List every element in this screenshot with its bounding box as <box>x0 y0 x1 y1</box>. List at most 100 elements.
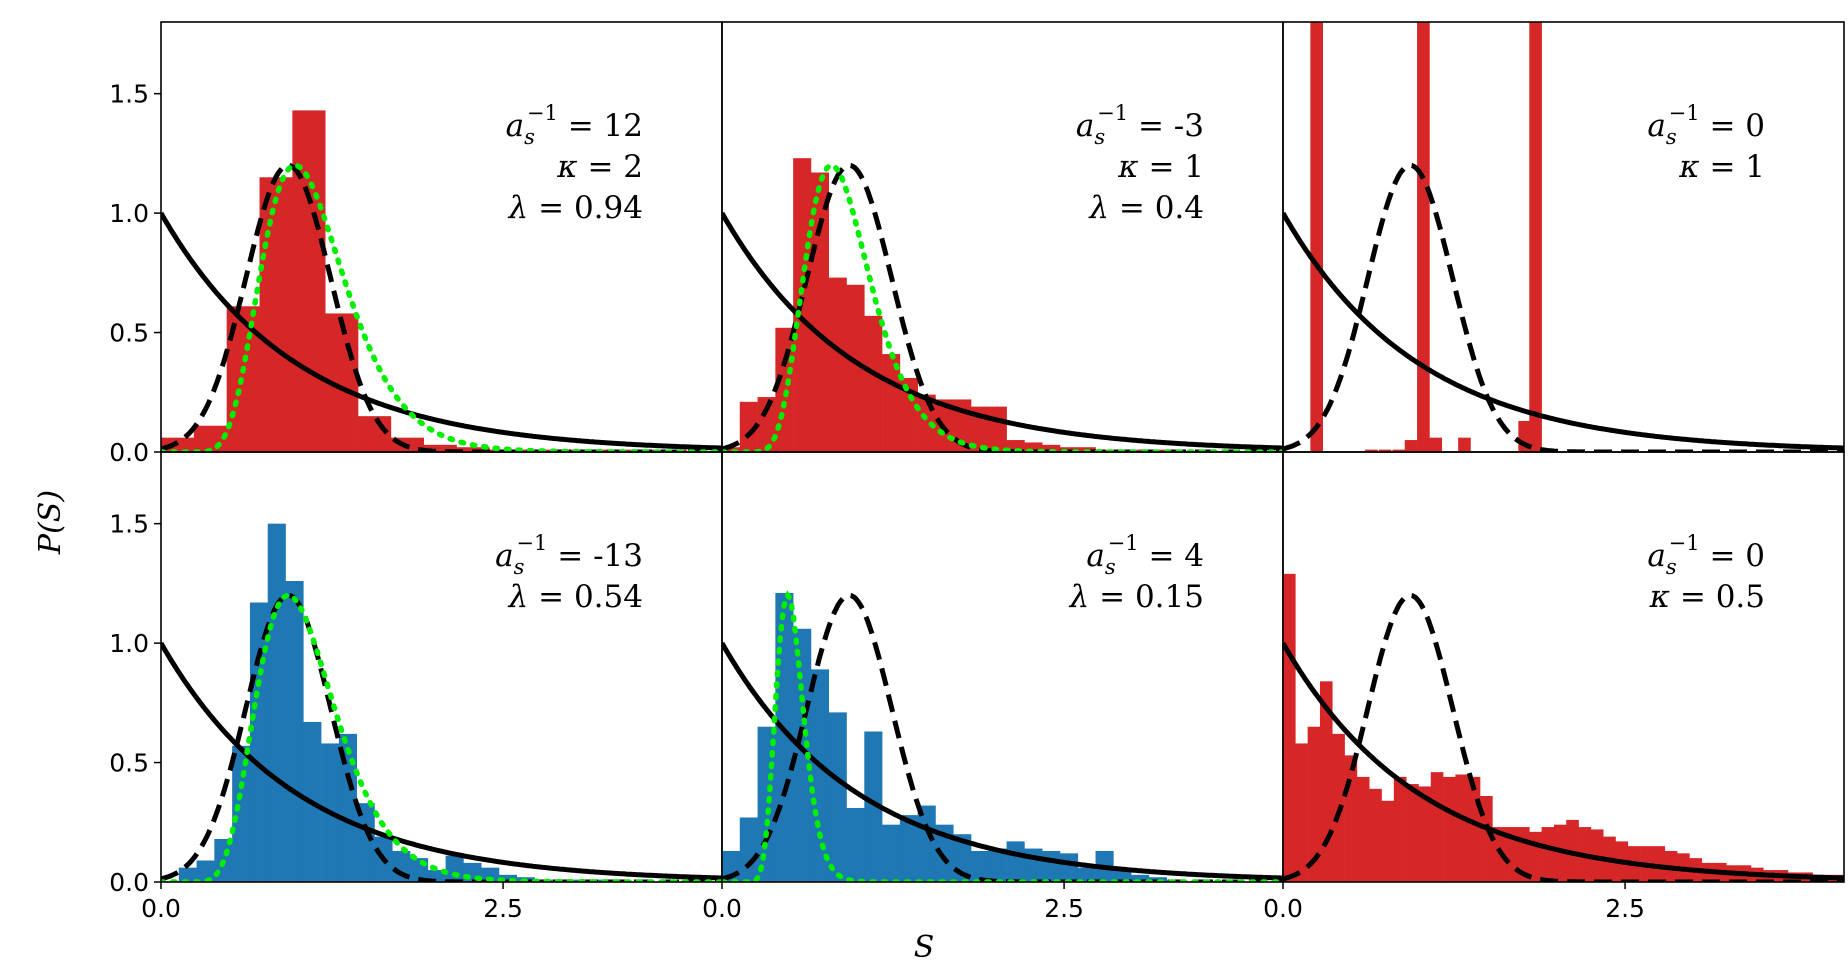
histogram-bar <box>178 867 197 882</box>
annotation-line: as−1 = 0 <box>1647 531 1765 579</box>
histogram-bar <box>864 315 883 452</box>
x-tick-label: 0.0 <box>1263 894 1303 923</box>
plot-area <box>722 590 1283 882</box>
histogram-bar <box>864 731 883 882</box>
histogram-bar <box>1113 870 1132 882</box>
histogram-bar <box>1417 22 1430 452</box>
fit-dotted-curve <box>722 162 1283 452</box>
histogram-bar <box>793 628 812 882</box>
x-tick-label: 2.5 <box>1605 894 1645 923</box>
histogram-bar <box>1006 841 1025 882</box>
y-tick-label: 1.0 <box>109 199 149 228</box>
histogram-bar <box>232 745 251 882</box>
histogram-bar <box>810 172 830 452</box>
subplot-top-right: as−1 = 0κ = 1 <box>1282 21 1845 453</box>
plot-area <box>1283 573 1844 882</box>
y-tick-label: 0.5 <box>109 319 149 348</box>
histogram-bar <box>193 425 227 452</box>
subplot-top-left: 0.0 0.5 1.0 1.5 as−1 = 12κ = 2 λ = 0.94 <box>109 21 723 467</box>
histogram-bar <box>1458 437 1471 452</box>
histogram-bar <box>249 602 269 882</box>
annotation-line: κ = 1 <box>1117 149 1204 185</box>
histogram-bar <box>1006 440 1025 452</box>
histogram-bar <box>1131 874 1150 882</box>
histogram-bar <box>1392 449 1406 452</box>
histogram-bar <box>1455 774 1469 882</box>
histogram-bar <box>1541 827 1555 882</box>
histogram-bar <box>1443 776 1456 882</box>
histogram-bar <box>481 867 500 882</box>
x-tick-label: 0.0 <box>702 894 742 923</box>
histogram-bar <box>828 712 847 882</box>
histogram-bar <box>1406 784 1419 882</box>
histogram-bar <box>1430 772 1444 882</box>
histogram-bar <box>555 449 589 452</box>
histogram-bar <box>917 805 936 882</box>
histogram-bar <box>1077 867 1096 882</box>
annotation-line: as−1 = 0 <box>1647 101 1765 149</box>
y-axis-title: P(S) <box>33 490 68 555</box>
poisson-curve <box>722 211 1283 451</box>
histogram-bar <box>356 803 375 882</box>
annotation-line: λ = 0.54 <box>507 579 643 615</box>
annotation-line: as−1 = -3 <box>1076 101 1204 149</box>
histogram-bar <box>882 824 901 882</box>
annotation-line: as−1 = 4 <box>1086 531 1204 579</box>
histogram-bar <box>1480 796 1493 882</box>
histogram-bar <box>498 874 518 882</box>
axes-frame <box>1282 451 1845 883</box>
annotation-line: λ = 0.4 <box>1087 190 1204 226</box>
x-axis-title: S <box>914 930 935 965</box>
subplot-bottom-right: 0.0 2.5 as−1 = 0κ = 0.5 <box>1263 451 1845 923</box>
histogram-bar <box>1042 850 1061 882</box>
plot-area <box>161 523 722 882</box>
subplot-bottom-left: 0.0 0.5 1.0 1.5 0.0 2.5 as−1 = -13λ = 0.54 <box>109 451 723 923</box>
histogram-bar <box>988 848 1007 882</box>
histogram-bar <box>1467 776 1481 882</box>
annotation-line: λ = 0.94 <box>507 190 643 226</box>
y-tick-label: 1.5 <box>109 80 149 109</box>
x-tick-label: 2.5 <box>1044 894 1084 923</box>
histogram-bar <box>757 397 776 452</box>
plot-area <box>161 110 722 452</box>
histogram-bar <box>1369 788 1382 882</box>
histogram-bar <box>971 850 990 882</box>
histogram-bar <box>423 444 457 452</box>
histogram-bar <box>1404 440 1418 452</box>
y-tick-label: 0.0 <box>109 868 149 897</box>
subplot-bottom-middle: 0.0 2.5 as−1 = 4λ = 0.15 <box>702 451 1284 923</box>
y-tick-label: 1.0 <box>109 629 149 658</box>
plot-area <box>722 158 1283 452</box>
histogram-bar <box>1310 22 1323 452</box>
histogram-bar <box>988 406 1007 452</box>
histogram-bar <box>1492 827 1505 882</box>
annotation-line: as−1 = 12 <box>506 101 643 149</box>
poisson-curve <box>161 211 722 451</box>
histogram-bar <box>775 327 794 452</box>
histogram-bar <box>1652 846 1666 882</box>
histogram-bar <box>445 855 464 882</box>
histogram-bar <box>1504 827 1518 882</box>
histogram-bar <box>1553 824 1567 882</box>
histogram-bar <box>1356 776 1370 882</box>
histogram-bar <box>427 870 446 882</box>
histogram-bar <box>1365 449 1378 452</box>
fit-dotted-curve <box>161 162 722 452</box>
histogram-bar <box>722 447 741 452</box>
y-tick-label: 0.0 <box>109 438 149 467</box>
poisson-curve <box>1283 211 1844 451</box>
histogram-bar <box>338 733 357 882</box>
poisson-curve <box>161 641 722 881</box>
fit-dotted-curve <box>722 590 1283 882</box>
plot-area <box>1283 22 1844 452</box>
histogram-bar <box>1283 573 1296 882</box>
histogram-bar <box>1024 442 1043 452</box>
annotation-line: λ = 0.15 <box>1068 579 1204 615</box>
histogram-bar <box>1131 449 1150 452</box>
histogram-bar <box>1429 437 1443 452</box>
annotation-line: κ = 2 <box>556 149 643 185</box>
fit-dotted-curve <box>161 592 722 882</box>
histogram-bar <box>1529 22 1542 452</box>
histogram-bar <box>259 177 293 452</box>
